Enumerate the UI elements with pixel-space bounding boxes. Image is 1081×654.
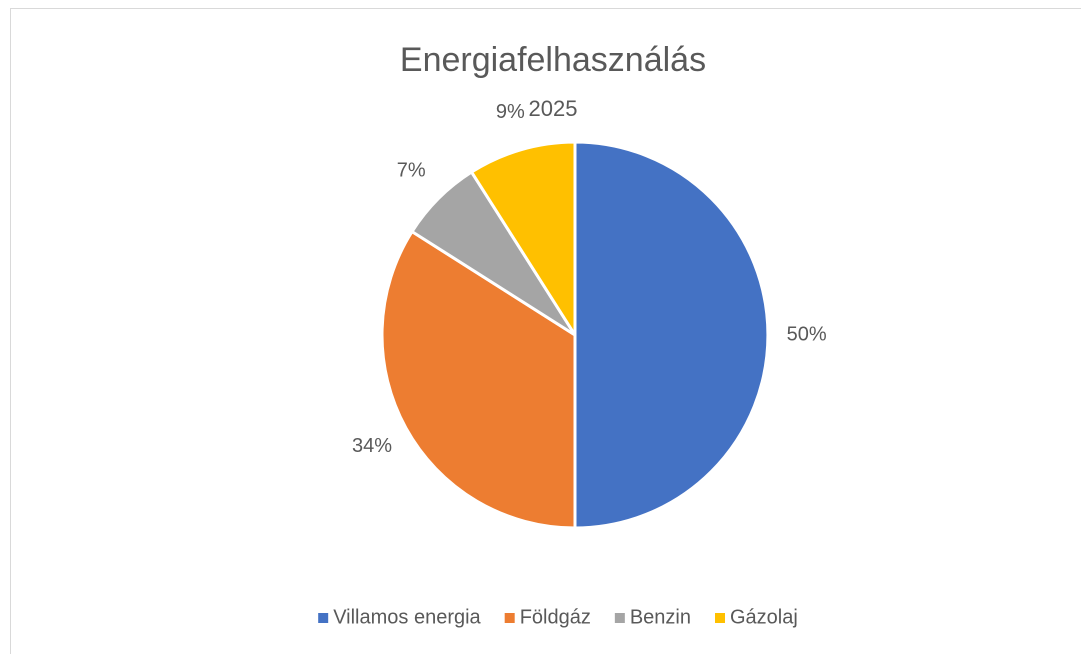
legend-swatch: [318, 613, 329, 623]
data-label: 50%: [787, 323, 827, 345]
legend-swatch: [614, 613, 625, 623]
legend-label: Villamos energia: [333, 606, 481, 628]
chart-subtitle: 2025: [529, 96, 578, 121]
data-label: 7%: [397, 160, 426, 182]
data-label: 34%: [352, 435, 392, 457]
legend-label: Gázolaj: [730, 606, 798, 628]
legend: Villamos energia Földgáz Benzin Gázolaj: [318, 606, 798, 628]
legend-label: Benzin: [630, 606, 691, 628]
legend-swatch: [715, 613, 725, 623]
legend-swatch: [504, 613, 515, 623]
pie-slice: [469, 140, 577, 341]
data-label: 9%: [496, 101, 525, 123]
chart-title: Energiafelhasználás: [400, 41, 706, 79]
pie-slice: [573, 140, 770, 530]
legend-label: Földgáz: [520, 606, 591, 628]
